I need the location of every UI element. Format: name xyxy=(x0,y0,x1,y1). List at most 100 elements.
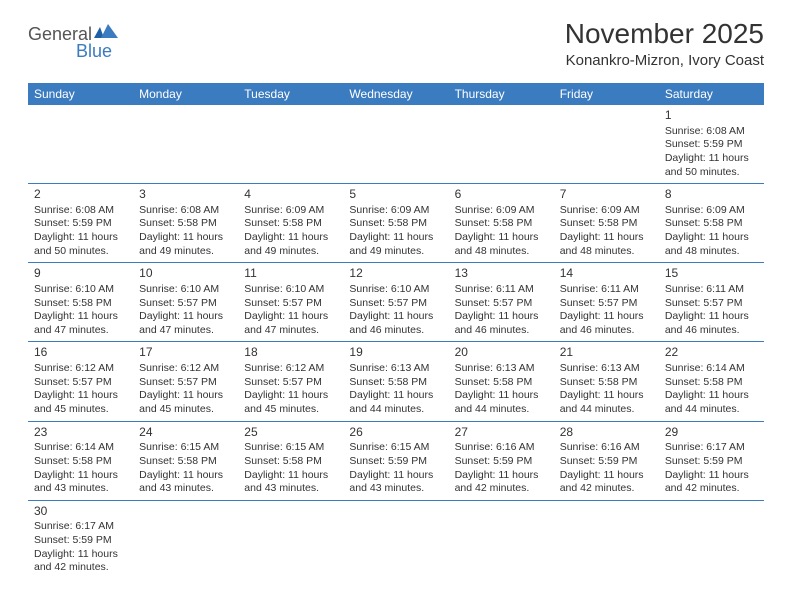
day-info-line: Sunset: 5:59 PM xyxy=(34,217,127,231)
day-number: 11 xyxy=(244,266,337,282)
calendar-day-cell: 27Sunrise: 6:16 AMSunset: 5:59 PMDayligh… xyxy=(449,421,554,500)
day-info-line: Daylight: 11 hours xyxy=(139,310,232,324)
day-info-line: Daylight: 11 hours xyxy=(34,469,127,483)
day-number: 9 xyxy=(34,266,127,282)
calendar-empty-cell xyxy=(133,500,238,579)
day-info-line: and 50 minutes. xyxy=(34,245,127,259)
day-header: Wednesday xyxy=(343,83,448,105)
calendar-day-cell: 23Sunrise: 6:14 AMSunset: 5:58 PMDayligh… xyxy=(28,421,133,500)
day-number: 2 xyxy=(34,187,127,203)
day-info-line: and 44 minutes. xyxy=(560,403,653,417)
day-info-line: Sunrise: 6:13 AM xyxy=(455,362,548,376)
day-info-line: Sunrise: 6:14 AM xyxy=(34,441,127,455)
day-info-line: and 48 minutes. xyxy=(560,245,653,259)
day-info-line: and 42 minutes. xyxy=(560,482,653,496)
day-number: 10 xyxy=(139,266,232,282)
day-info-line: Sunrise: 6:08 AM xyxy=(139,204,232,218)
day-info-line: Sunset: 5:58 PM xyxy=(349,217,442,231)
calendar-day-cell: 22Sunrise: 6:14 AMSunset: 5:58 PMDayligh… xyxy=(659,342,764,421)
day-info-line: and 42 minutes. xyxy=(34,561,127,575)
day-info-line: and 44 minutes. xyxy=(349,403,442,417)
day-info-line: Daylight: 11 hours xyxy=(560,310,653,324)
day-info-line: Daylight: 11 hours xyxy=(244,310,337,324)
day-info-line: Sunset: 5:58 PM xyxy=(560,217,653,231)
day-info-line: Daylight: 11 hours xyxy=(34,231,127,245)
day-number: 23 xyxy=(34,425,127,441)
day-header: Saturday xyxy=(659,83,764,105)
calendar-day-cell: 21Sunrise: 6:13 AMSunset: 5:58 PMDayligh… xyxy=(554,342,659,421)
logo-text-blue: Blue xyxy=(76,41,112,62)
calendar-day-cell: 4Sunrise: 6:09 AMSunset: 5:58 PMDaylight… xyxy=(238,184,343,263)
calendar-week-row: 2Sunrise: 6:08 AMSunset: 5:59 PMDaylight… xyxy=(28,184,764,263)
day-info-line: Sunrise: 6:14 AM xyxy=(665,362,758,376)
calendar-day-cell: 15Sunrise: 6:11 AMSunset: 5:57 PMDayligh… xyxy=(659,263,764,342)
day-info-line: and 46 minutes. xyxy=(665,324,758,338)
calendar-body: 1Sunrise: 6:08 AMSunset: 5:59 PMDaylight… xyxy=(28,105,764,579)
calendar-day-cell: 12Sunrise: 6:10 AMSunset: 5:57 PMDayligh… xyxy=(343,263,448,342)
day-info-line: Daylight: 11 hours xyxy=(349,231,442,245)
day-info-line: Sunset: 5:59 PM xyxy=(455,455,548,469)
day-info-line: Daylight: 11 hours xyxy=(349,310,442,324)
day-info-line: Sunset: 5:59 PM xyxy=(665,138,758,152)
calendar-day-cell: 1Sunrise: 6:08 AMSunset: 5:59 PMDaylight… xyxy=(659,105,764,184)
day-info-line: and 47 minutes. xyxy=(34,324,127,338)
day-info-line: Sunset: 5:57 PM xyxy=(560,297,653,311)
day-info-line: Sunrise: 6:11 AM xyxy=(455,283,548,297)
day-info-line: Sunrise: 6:12 AM xyxy=(244,362,337,376)
day-info-line: Sunrise: 6:09 AM xyxy=(244,204,337,218)
day-number: 29 xyxy=(665,425,758,441)
calendar-empty-cell xyxy=(28,105,133,184)
day-info-line: Daylight: 11 hours xyxy=(665,389,758,403)
day-info-line: Sunset: 5:58 PM xyxy=(34,297,127,311)
calendar-day-cell: 3Sunrise: 6:08 AMSunset: 5:58 PMDaylight… xyxy=(133,184,238,263)
day-info-line: Sunset: 5:58 PM xyxy=(34,455,127,469)
day-info-line: Sunset: 5:58 PM xyxy=(139,217,232,231)
calendar-day-cell: 7Sunrise: 6:09 AMSunset: 5:58 PMDaylight… xyxy=(554,184,659,263)
day-info-line: Sunrise: 6:17 AM xyxy=(665,441,758,455)
calendar-day-cell: 19Sunrise: 6:13 AMSunset: 5:58 PMDayligh… xyxy=(343,342,448,421)
day-info-line: and 43 minutes. xyxy=(244,482,337,496)
day-info-line: and 46 minutes. xyxy=(349,324,442,338)
calendar-empty-cell xyxy=(343,500,448,579)
day-info-line: Sunrise: 6:13 AM xyxy=(560,362,653,376)
day-number: 12 xyxy=(349,266,442,282)
calendar-day-cell: 5Sunrise: 6:09 AMSunset: 5:58 PMDaylight… xyxy=(343,184,448,263)
day-info-line: Sunset: 5:58 PM xyxy=(665,376,758,390)
day-header: Monday xyxy=(133,83,238,105)
day-info-line: Sunrise: 6:09 AM xyxy=(560,204,653,218)
day-info-line: Sunrise: 6:09 AM xyxy=(665,204,758,218)
day-info-line: and 43 minutes. xyxy=(34,482,127,496)
day-number: 20 xyxy=(455,345,548,361)
day-info-line: Sunrise: 6:17 AM xyxy=(34,520,127,534)
calendar-day-cell: 24Sunrise: 6:15 AMSunset: 5:58 PMDayligh… xyxy=(133,421,238,500)
day-info-line: Sunrise: 6:12 AM xyxy=(34,362,127,376)
day-number: 3 xyxy=(139,187,232,203)
day-number: 17 xyxy=(139,345,232,361)
day-info-line: and 45 minutes. xyxy=(244,403,337,417)
day-info-line: and 47 minutes. xyxy=(139,324,232,338)
day-info-line: Sunset: 5:57 PM xyxy=(455,297,548,311)
day-number: 19 xyxy=(349,345,442,361)
calendar-empty-cell xyxy=(659,500,764,579)
day-info-line: Sunrise: 6:10 AM xyxy=(139,283,232,297)
calendar-week-row: 23Sunrise: 6:14 AMSunset: 5:58 PMDayligh… xyxy=(28,421,764,500)
calendar-week-row: 16Sunrise: 6:12 AMSunset: 5:57 PMDayligh… xyxy=(28,342,764,421)
day-info-line: and 43 minutes. xyxy=(349,482,442,496)
day-info-line: Sunrise: 6:10 AM xyxy=(349,283,442,297)
day-info-line: Daylight: 11 hours xyxy=(34,548,127,562)
day-info-line: Sunset: 5:58 PM xyxy=(455,376,548,390)
day-info-line: and 50 minutes. xyxy=(665,166,758,180)
day-info-line: Daylight: 11 hours xyxy=(34,310,127,324)
day-number: 4 xyxy=(244,187,337,203)
day-info-line: Sunset: 5:57 PM xyxy=(139,297,232,311)
day-number: 15 xyxy=(665,266,758,282)
day-info-line: and 42 minutes. xyxy=(455,482,548,496)
day-info-line: Sunset: 5:57 PM xyxy=(349,297,442,311)
day-info-line: Sunset: 5:57 PM xyxy=(139,376,232,390)
day-info-line: and 48 minutes. xyxy=(665,245,758,259)
header: GeneralBlue November 2025 Konankro-Mizro… xyxy=(0,0,792,83)
day-info-line: Sunrise: 6:15 AM xyxy=(349,441,442,455)
day-info-line: Daylight: 11 hours xyxy=(455,389,548,403)
day-info-line: Sunrise: 6:08 AM xyxy=(665,125,758,139)
calendar-day-cell: 11Sunrise: 6:10 AMSunset: 5:57 PMDayligh… xyxy=(238,263,343,342)
